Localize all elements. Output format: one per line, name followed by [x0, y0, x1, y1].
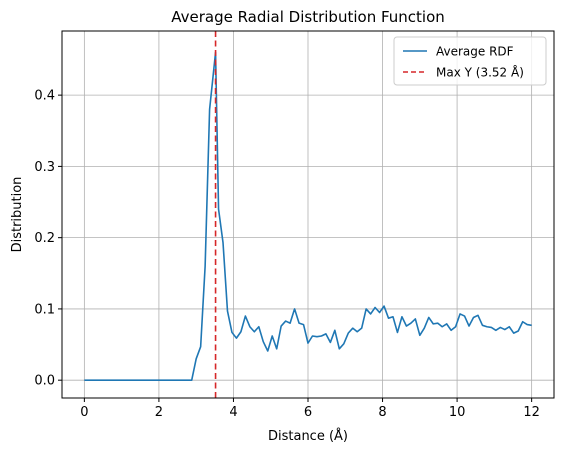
y-tick-label: 0.3	[34, 160, 55, 175]
grid-lines	[62, 31, 554, 398]
y-tick-label: 0.4	[34, 89, 55, 104]
series-line-average-rdf	[84, 51, 532, 381]
legend-box	[393, 36, 547, 86]
legend: Average RDF Max Y (3.52 Å)	[393, 36, 547, 86]
x-tick-label: 2	[155, 405, 163, 420]
x-tick-label: 6	[304, 405, 312, 420]
y-tick-label: 0.1	[34, 302, 55, 317]
x-tick-label: 12	[523, 405, 540, 420]
legend-label-max: Max Y (3.52 Å)	[436, 65, 524, 80]
y-axis-title: Distribution	[10, 177, 25, 253]
x-tick-label: 4	[229, 405, 237, 420]
y-tick-label: 0.2	[34, 231, 55, 246]
legend-label-rdf: Average RDF	[436, 45, 514, 59]
plot-area-data	[84, 31, 532, 398]
x-tick-label: 8	[378, 405, 386, 420]
x-axis-title: Distance (Å)	[268, 428, 348, 444]
x-tick-label: 10	[449, 405, 466, 420]
axis-ticks: 0 2 4 6 8 10 12 0.0 0.1 0.2 0.3 0.4	[34, 89, 540, 420]
x-tick-label: 0	[80, 405, 88, 420]
y-tick-label: 0.0	[34, 374, 55, 389]
chart-title: Average Radial Distribution Function	[171, 8, 445, 26]
